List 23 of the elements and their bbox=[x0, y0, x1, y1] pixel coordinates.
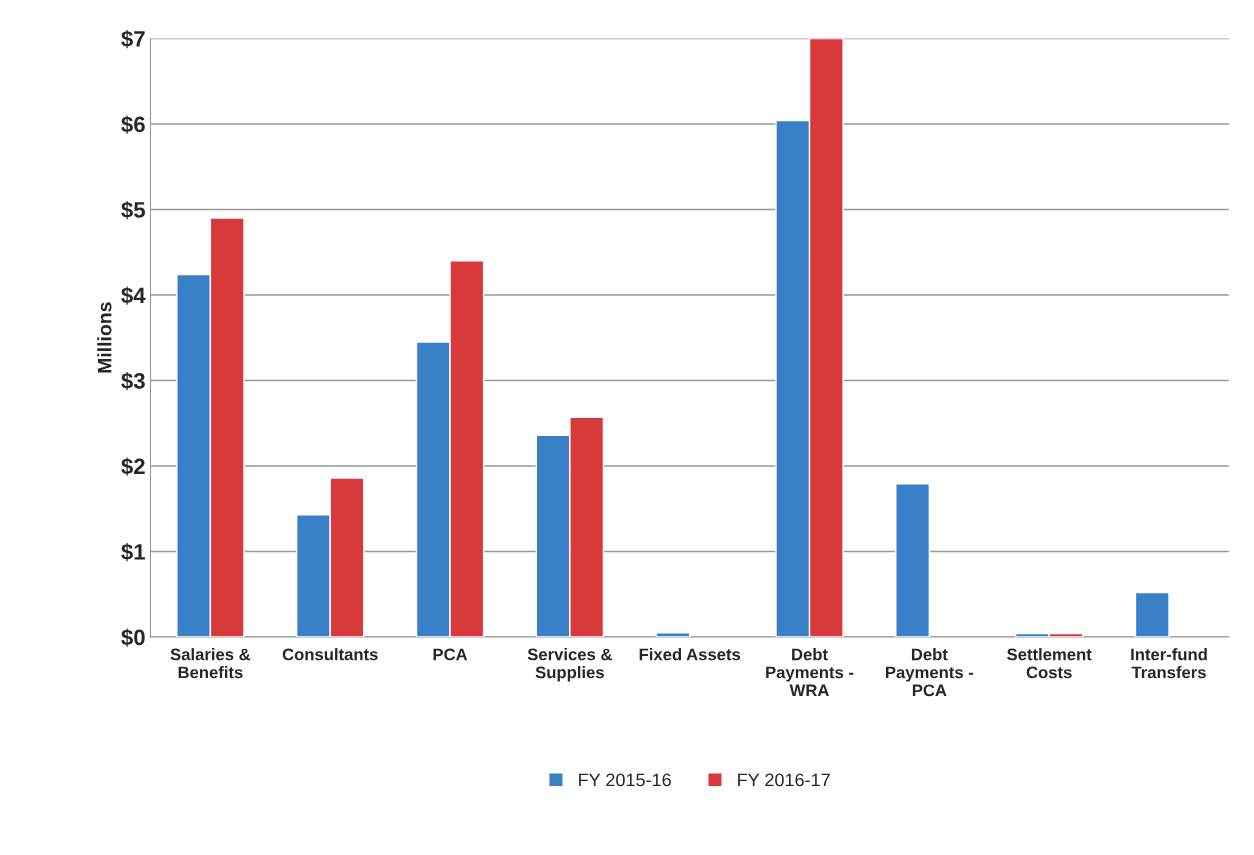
x-tick-label: Debt Payments - WRA bbox=[766, 648, 854, 697]
bar bbox=[1134, 591, 1170, 637]
x-tick-label: Inter-fund Transfers bbox=[1131, 648, 1207, 679]
x-tick-label: Services & Supplies bbox=[527, 648, 612, 682]
x-tick-label: Settlement Costs bbox=[1007, 648, 1092, 679]
y-tick-label: $7 bbox=[121, 30, 145, 49]
x-tick-label: PCA bbox=[433, 648, 468, 661]
bar bbox=[895, 483, 931, 637]
legend-label: FY 2015-16 bbox=[579, 773, 671, 787]
x-tick-label: Fixed Assets bbox=[639, 648, 741, 661]
legend-label: FY 2016-17 bbox=[738, 773, 830, 787]
y-tick-label: $3 bbox=[121, 372, 145, 391]
y-tick-label: $0 bbox=[121, 628, 145, 647]
y-tick-label: $5 bbox=[121, 201, 145, 220]
y-tick-label: $2 bbox=[121, 457, 145, 476]
y-tick-label: $1 bbox=[121, 543, 145, 562]
x-tick-label: Salaries & Benefits bbox=[170, 648, 251, 679]
y-axis-title: Millions bbox=[97, 302, 112, 373]
x-tick-label: Debt Payments - PCA bbox=[886, 648, 974, 697]
bar bbox=[655, 632, 691, 637]
x-tick-label: Consultants bbox=[282, 648, 378, 661]
y-tick-label: $4 bbox=[121, 286, 146, 305]
y-tick-label: $6 bbox=[121, 115, 145, 134]
